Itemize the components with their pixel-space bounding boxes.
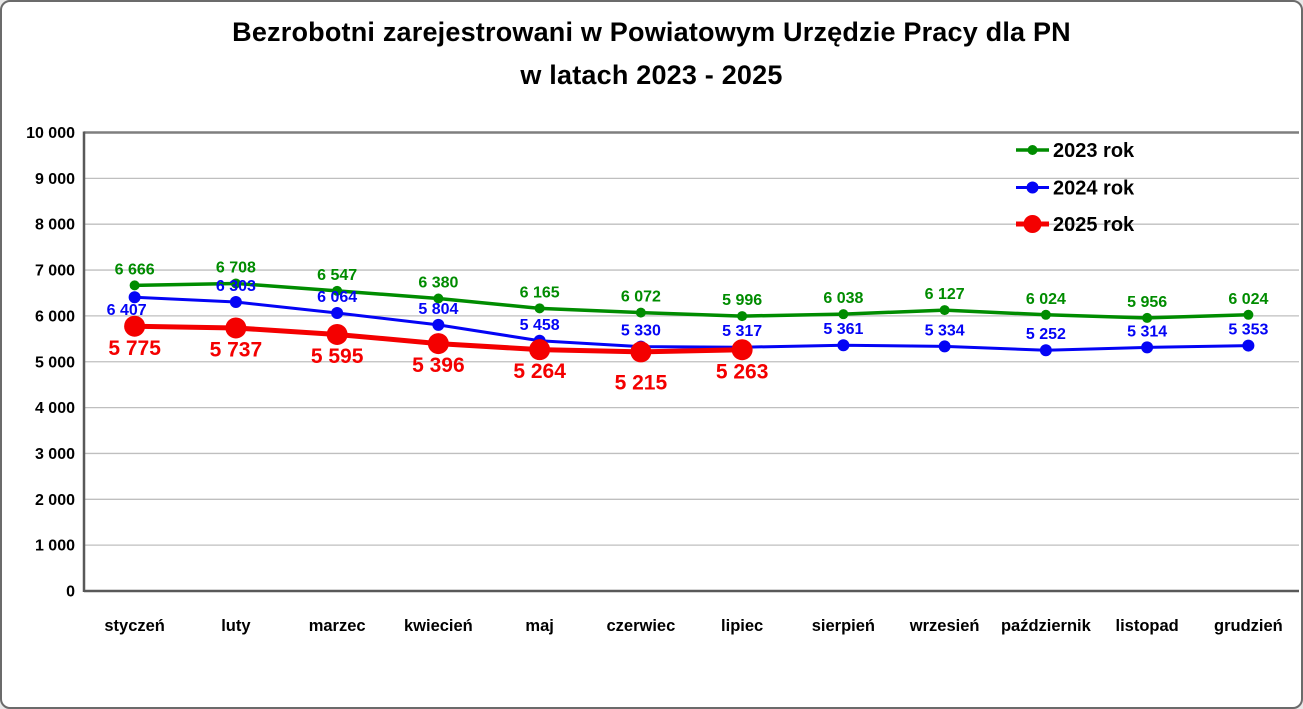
data-point-label: 6 666 [115,261,155,278]
x-axis-tick-label: październik [1001,617,1092,635]
data-point-2024 [1141,341,1154,354]
data-point-2023 [534,303,545,314]
legend-item-2023: 2023 rok [1016,140,1135,162]
x-axis-tick-label: lipiec [721,617,763,635]
data-point-label: 5 252 [1026,326,1066,343]
data-point-2023 [939,305,950,316]
x-axis-tick-label: listopad [1115,617,1178,635]
legend-item-2024: 2024 rok [1016,178,1135,200]
data-point-label: 6 407 [107,302,147,319]
data-point-2024 [938,340,951,353]
data-point-2023 [1243,309,1254,320]
data-point-2023 [230,278,241,289]
chart-title-line2: w latach 2023 - 2025 [520,60,783,90]
legend-label: 2023 rok [1053,140,1135,162]
y-axis-tick-label: 7 000 [35,263,75,280]
chart-title: Bezrobotni zarejestrowani w Powiatowym U… [2,11,1301,97]
x-axis-tick-label: luty [221,617,251,635]
data-point-label: 5 804 [418,301,458,318]
data-point-2023 [1142,312,1153,323]
y-axis-tick-label: 6 000 [35,308,75,325]
y-axis-tick-label: 3 000 [35,446,75,463]
data-point-label: 5 334 [925,322,965,339]
data-point-label: 6 547 [317,267,357,284]
x-axis-tick-label: kwiecień [404,617,473,635]
data-point-label: 5 330 [621,323,661,340]
data-point-2025 [630,341,652,363]
data-point-2025 [225,317,247,339]
data-point-2023 [332,285,343,296]
x-axis-tick-label: wrzesień [909,617,980,635]
data-point-2023 [1040,309,1051,320]
data-point-2024 [128,291,141,304]
data-point-2024 [1242,339,1255,352]
data-point-label: 5 263 [716,360,769,383]
x-axis-tick-label: styczeń [104,617,165,635]
data-point-label: 5 775 [108,337,161,360]
data-point-label: 6 165 [520,284,560,301]
data-point-2024 [331,306,344,319]
data-point-label: 5 956 [1127,294,1167,311]
data-point-2025 [731,339,753,361]
data-point-label: 6 038 [823,290,863,307]
legend-item-2025: 2025 rok [1016,214,1135,236]
x-axis-tick-label: czerwiec [606,617,675,635]
data-point-label: 5 314 [1127,323,1167,340]
legend-label: 2024 rok [1053,178,1135,200]
legend-marker-dot [1026,181,1039,194]
data-point-2024 [1039,344,1052,357]
data-point-label: 6 024 [1026,291,1066,308]
data-point-label: 5 361 [823,321,863,338]
data-point-label: 5 458 [520,317,560,334]
x-axis-tick-label: sierpień [812,617,875,635]
data-point-2023 [433,293,444,304]
chart-title-line1: Bezrobotni zarejestrowani w Powiatowym U… [232,17,1071,47]
x-axis-tick-label: marzec [309,617,366,635]
data-point-2024 [229,296,242,309]
data-point-label: 5 595 [311,345,364,368]
y-axis-tick-label: 1 000 [35,538,75,555]
data-point-2025 [326,323,348,345]
data-point-label: 6 064 [317,289,357,306]
y-axis-tick-label: 8 000 [35,217,75,234]
y-axis-tick-label: 4 000 [35,400,75,417]
data-point-2024 [837,339,850,352]
data-point-label: 6 127 [925,286,965,303]
data-point-label: 5 264 [513,360,566,383]
data-point-label: 6 024 [1228,291,1268,308]
data-point-label: 5 396 [412,354,465,377]
data-point-2025 [427,333,449,355]
legend-label: 2025 rok [1053,214,1135,236]
y-axis-tick-label: 10 000 [26,125,75,142]
y-axis-tick-label: 0 [66,584,75,601]
data-point-label: 5 353 [1228,322,1268,339]
y-axis-tick-label: 5 000 [35,354,75,371]
data-point-label: 6 072 [621,289,661,306]
data-point-2025 [529,339,551,361]
legend-marker-dot [1023,215,1042,233]
x-axis-tick-label: maj [525,617,553,635]
y-axis-tick-label: 2 000 [35,492,75,509]
series-line-2023-rok [134,281,1249,320]
data-point-2023 [737,311,748,322]
series-line-2024-rok [134,295,1249,352]
data-point-label: 5 215 [615,371,668,394]
legend-marker-dot [1027,145,1038,155]
y-axis-tick-label: 9 000 [35,171,75,188]
data-point-2025 [124,315,146,337]
data-point-label: 5 996 [722,292,762,309]
data-point-label: 6 303 [216,278,256,295]
data-point-label: 5 317 [722,323,762,340]
data-point-2024 [432,318,445,331]
data-point-2023 [838,309,849,320]
data-point-2023 [635,307,646,318]
x-axis-tick-label: grudzień [1214,617,1283,635]
data-point-label: 5 737 [210,339,263,362]
data-point-2023 [129,280,140,291]
data-point-label: 6 380 [418,274,458,291]
data-point-label: 6 708 [216,259,256,276]
